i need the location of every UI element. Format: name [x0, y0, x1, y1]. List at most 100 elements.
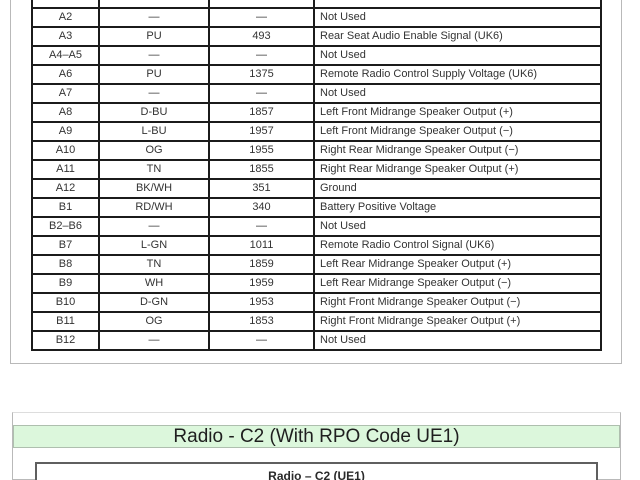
wire-color-cell: L-GN	[98, 235, 210, 256]
circuit-cell: —	[208, 7, 315, 28]
wire-color-cell: —	[98, 330, 210, 351]
section-header-bar: Radio - C2 (With RPO Code UE1)	[13, 425, 620, 448]
wire-color-cell: TN	[98, 159, 210, 180]
pin-cell: A10	[31, 140, 100, 161]
function-cell: Remote Radio Control Supply Voltage (UK6…	[313, 64, 602, 85]
pin-cell: B12	[31, 330, 100, 351]
pinout-row: B10 D-GN 1953 Right Front Midrange Speaker …	[31, 292, 602, 313]
radio-c2-subtable: Radio – C2 (UE1)	[35, 462, 598, 480]
circuit-cell: 351	[208, 178, 315, 199]
wire-color-cell: D-GN	[98, 292, 210, 313]
circuit-cell: 1011	[208, 235, 315, 256]
pinout-row: A2— — Not Used	[31, 7, 602, 28]
pinout-row: A6 PU 1375 Remote Radio Control Supply Volt…	[31, 64, 602, 85]
pinout-row: A8 D-BU 1857 Left Front Midrange Speaker Ou…	[31, 102, 602, 123]
function-cell: Not Used	[313, 7, 602, 28]
circuit-cell: 493	[208, 26, 315, 47]
function-cell: Left Rear Midrange Speaker Output (+)	[313, 254, 602, 275]
circuit-cell: 1375	[208, 64, 315, 85]
pinout-table: A2— — Not Used A3 PU 493 Rear Seat Audio Enabl…	[31, 0, 602, 351]
pinout-row: B9 WH 1959 Left Rear Midrange Speaker Outpu…	[31, 273, 602, 294]
circuit-cell: 1955	[208, 140, 315, 161]
wire-color-cell: TN	[98, 254, 210, 275]
pin-cell: B2–B6	[31, 216, 100, 237]
pinout-row: B8 TN 1859 Left Rear Midrange Speaker Outpu…	[31, 254, 602, 275]
pinout-row: B11 OG 1853 Right Front Midrange Speaker Ou…	[31, 311, 602, 332]
wire-color-cell: WH	[98, 273, 210, 294]
pinout-row: A12 BK/WH 351 Ground	[31, 178, 602, 199]
pinout-row: B1 RD/WH 340 Battery Positive Voltage	[31, 197, 602, 218]
function-cell: Left Front Midrange Speaker Output (−)	[313, 121, 602, 142]
pinout-row: B2–B6— — Not Used	[31, 216, 602, 237]
pin-cell: A11	[31, 159, 100, 180]
pinout-row-partial	[31, 0, 602, 9]
function-cell: Battery Positive Voltage	[313, 197, 602, 218]
circuit-cell: —	[208, 83, 315, 104]
function-cell: Right Front Midrange Speaker Output (+)	[313, 311, 602, 332]
wire-color-cell: BK/WH	[98, 178, 210, 199]
wire-color-cell: PU	[98, 64, 210, 85]
pinout-row: A10 OG 1955 Right Rear Midrange Speaker Out…	[31, 140, 602, 161]
circuit-cell: 1957	[208, 121, 315, 142]
circuit-cell: —	[208, 330, 315, 351]
circuit-cell: 1953	[208, 292, 315, 313]
function-cell: Right Rear Midrange Speaker Output (+)	[313, 159, 602, 180]
pin-cell: A2	[31, 7, 100, 28]
pin-cell: B8	[31, 254, 100, 275]
pin-cell: B1	[31, 197, 100, 218]
wire-color-cell: —	[98, 7, 210, 28]
pin-cell: B10	[31, 292, 100, 313]
function-cell: Ground	[313, 178, 602, 199]
pin-cell: A9	[31, 121, 100, 142]
pin-cell: A12	[31, 178, 100, 199]
function-cell: Not Used	[313, 83, 602, 104]
wire-color-cell: —	[98, 45, 210, 66]
pin-cell: A8	[31, 102, 100, 123]
pinout-row: A4–A5— — Not Used	[31, 45, 602, 66]
section-header-title: Radio - C2 (With RPO Code UE1)	[173, 426, 460, 447]
pin-cell: B11	[31, 311, 100, 332]
wire-color-cell: L-BU	[98, 121, 210, 142]
circuit-cell: —	[208, 216, 315, 237]
circuit-cell: 1855	[208, 159, 315, 180]
wire-color-cell	[98, 0, 210, 9]
pin-cell: A3	[31, 26, 100, 47]
circuit-cell: —	[208, 45, 315, 66]
pin-cell: A7	[31, 83, 100, 104]
function-cell: Remote Radio Control Signal (UK6)	[313, 235, 602, 256]
circuit-cell: 340	[208, 197, 315, 218]
function-cell: Right Front Midrange Speaker Output (−)	[313, 292, 602, 313]
pinout-table-body: A2— — Not Used A3 PU 493 Rear Seat Audio Enabl…	[31, 0, 602, 351]
pin-cell: B7	[31, 235, 100, 256]
subtable-title: Radio – C2 (UE1)	[268, 469, 365, 480]
function-cell: Not Used	[313, 216, 602, 237]
function-cell: Rear Seat Audio Enable Signal (UK6)	[313, 26, 602, 47]
radio-c2-section: Radio - C2 (With RPO Code UE1) Radio – C…	[12, 412, 621, 480]
pinout-row: A9 L-BU 1957 Left Front Midrange Speaker Ou…	[31, 121, 602, 142]
pin-cell: A6	[31, 64, 100, 85]
pinout-section: A2— — Not Used A3 PU 493 Rear Seat Audio Enabl…	[10, 0, 622, 364]
function-cell: Right Rear Midrange Speaker Output (−)	[313, 140, 602, 161]
wire-color-cell: —	[98, 83, 210, 104]
pin-cell: B9	[31, 273, 100, 294]
wire-color-cell: RD/WH	[98, 197, 210, 218]
circuit-cell: 1853	[208, 311, 315, 332]
pinout-row: B12— — Not Used	[31, 330, 602, 351]
wire-color-cell: OG	[98, 311, 210, 332]
circuit-cell: 1859	[208, 254, 315, 275]
wire-color-cell: D-BU	[98, 102, 210, 123]
circuit-cell	[208, 0, 315, 9]
pin-cell	[31, 0, 100, 9]
pin-cell: A4–A5	[31, 45, 100, 66]
function-cell	[313, 0, 602, 9]
circuit-cell: 1857	[208, 102, 315, 123]
wire-color-cell: —	[98, 216, 210, 237]
function-cell: Left Rear Midrange Speaker Output (−)	[313, 273, 602, 294]
wire-color-cell: OG	[98, 140, 210, 161]
circuit-cell: 1959	[208, 273, 315, 294]
function-cell: Not Used	[313, 45, 602, 66]
function-cell: Left Front Midrange Speaker Output (+)	[313, 102, 602, 123]
pinout-row: B7 L-GN 1011 Remote Radio Control Signal (U…	[31, 235, 602, 256]
pinout-row: A3 PU 493 Rear Seat Audio Enable Signal (UK…	[31, 26, 602, 47]
